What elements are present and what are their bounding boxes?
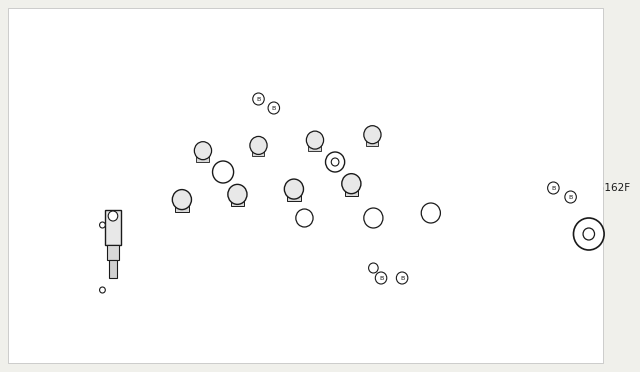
Text: 16603: 16603 bbox=[43, 250, 76, 260]
Circle shape bbox=[195, 142, 212, 160]
Circle shape bbox=[583, 228, 595, 240]
Circle shape bbox=[375, 272, 387, 284]
Text: B: B bbox=[400, 276, 404, 280]
Text: 22675MA: 22675MA bbox=[330, 253, 380, 263]
Circle shape bbox=[421, 203, 440, 223]
Text: ( 2 ): ( 2 ) bbox=[565, 194, 586, 204]
Bar bbox=[175, 202, 189, 212]
Circle shape bbox=[268, 102, 280, 114]
Text: — 17520J: — 17520J bbox=[348, 157, 397, 167]
Circle shape bbox=[250, 137, 267, 154]
Circle shape bbox=[212, 161, 234, 183]
Circle shape bbox=[369, 263, 378, 273]
Circle shape bbox=[548, 182, 559, 194]
Circle shape bbox=[228, 185, 247, 204]
Circle shape bbox=[253, 93, 264, 105]
Circle shape bbox=[342, 174, 361, 194]
Text: 16603E: 16603E bbox=[69, 203, 108, 213]
Circle shape bbox=[100, 222, 106, 228]
Text: 16412E: 16412E bbox=[287, 232, 327, 242]
Circle shape bbox=[326, 152, 345, 172]
Bar bbox=[216, 165, 230, 179]
Circle shape bbox=[172, 190, 191, 209]
Text: 08156-6162F: 08156-6162F bbox=[561, 183, 630, 193]
Text: J16/00R^: J16/00R^ bbox=[561, 353, 603, 362]
Circle shape bbox=[296, 209, 313, 227]
Bar bbox=[308, 142, 321, 151]
Text: 16412F: 16412F bbox=[61, 220, 100, 230]
Bar bbox=[196, 153, 209, 162]
Circle shape bbox=[364, 208, 383, 228]
Circle shape bbox=[364, 126, 381, 144]
Text: FRONT: FRONT bbox=[199, 289, 235, 299]
Text: B: B bbox=[568, 195, 573, 199]
Text: B: B bbox=[379, 276, 383, 280]
Text: 16412FA—○: 16412FA—○ bbox=[52, 285, 113, 295]
Circle shape bbox=[108, 211, 118, 221]
Circle shape bbox=[307, 131, 324, 149]
Circle shape bbox=[396, 272, 408, 284]
Text: 08158-8251F: 08158-8251F bbox=[266, 94, 335, 104]
Text: 17520U: 17520U bbox=[149, 170, 190, 180]
Text: 08156-61233: 08156-61233 bbox=[388, 273, 459, 283]
Circle shape bbox=[284, 179, 303, 199]
Text: SEC.173: SEC.173 bbox=[548, 275, 593, 285]
Bar bbox=[109, 260, 117, 278]
Bar bbox=[106, 210, 120, 245]
Text: 22675M: 22675M bbox=[465, 187, 506, 197]
Bar bbox=[345, 186, 358, 196]
Bar bbox=[365, 137, 378, 146]
Bar bbox=[231, 196, 244, 206]
Text: B: B bbox=[551, 186, 556, 190]
Text: B: B bbox=[257, 96, 260, 102]
Text: ( 2 ): ( 2 ) bbox=[392, 284, 413, 294]
Text: B: B bbox=[272, 106, 276, 110]
Circle shape bbox=[565, 191, 577, 203]
Bar bbox=[108, 245, 118, 260]
Bar bbox=[287, 191, 301, 201]
Bar bbox=[252, 147, 264, 156]
Text: 22675A: 22675A bbox=[400, 247, 440, 257]
Circle shape bbox=[332, 158, 339, 166]
Circle shape bbox=[573, 218, 604, 250]
Text: ( 4 ): ( 4 ) bbox=[270, 105, 291, 115]
